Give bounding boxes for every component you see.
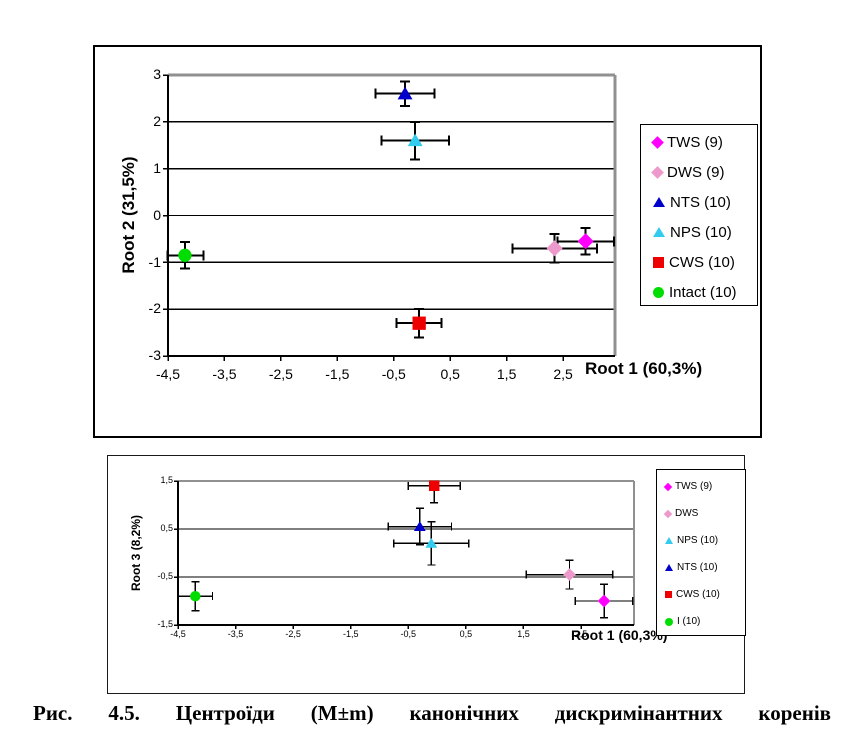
diamond-marker-icon xyxy=(663,509,673,518)
y-tick-label: 1,5 xyxy=(160,475,173,486)
x-axis-title: Root 1 (60,3%) xyxy=(585,359,703,378)
x-tick-label: 0,5 xyxy=(440,366,460,382)
triangle-marker-icon xyxy=(653,227,665,237)
x-tick-label: -0,5 xyxy=(400,629,417,639)
x-tick-label: 1,5 xyxy=(517,629,530,639)
data-point-dws-9 xyxy=(546,240,563,257)
diamond-marker-icon xyxy=(651,165,664,179)
error-bars xyxy=(166,80,615,339)
legend-label: DWS (9) xyxy=(667,163,725,181)
x-tick-label: -3,5 xyxy=(227,629,244,639)
y-tick-label: 2 xyxy=(153,113,161,130)
x-tick-label: -3,5 xyxy=(212,366,237,382)
legend-item-i-10: I (10) xyxy=(657,608,745,635)
data-point-intact-10 xyxy=(178,248,192,262)
y-tick-label: -3 xyxy=(148,347,161,364)
y-tick-label: -2 xyxy=(148,300,161,317)
circle-marker-icon xyxy=(665,617,673,626)
legend-item-nps-10: NPS (10) xyxy=(641,217,757,247)
legend-label: NTS (10) xyxy=(670,193,731,211)
legend-label: NTS (10) xyxy=(677,562,718,573)
x-tick-label: 1,5 xyxy=(496,366,517,382)
legend-item-nts-10: NTS (10) xyxy=(641,187,757,217)
legend-item-intact-10: Intact (10) xyxy=(641,277,757,307)
data-point-i-10 xyxy=(190,590,201,602)
data-points xyxy=(190,480,611,608)
square-marker-icon xyxy=(665,591,672,598)
legend-item-tws-9: TWS (9) xyxy=(657,473,745,500)
legend: TWS (9) DWS NPS (10) NTS (10) CWS (10) I (10) xyxy=(656,469,746,636)
legend-label: I (10) xyxy=(677,616,701,627)
data-point-nts-10 xyxy=(413,521,426,531)
data-point-dws xyxy=(563,568,576,581)
x-tick-label: -1,5 xyxy=(342,629,359,639)
y-tick-label: 0,5 xyxy=(160,523,173,534)
diamond-marker-icon xyxy=(651,135,664,149)
legend-item-dws: DWS xyxy=(657,500,745,527)
circle-marker-icon xyxy=(653,286,664,298)
scatter-chart-root2-vs-root1: Root 2 (31,5%) Root 1 (60,3%) TWS (9) DWS… xyxy=(93,45,762,438)
y-tick-label: 3 xyxy=(153,66,161,83)
x-tick-label: -4,5 xyxy=(155,366,181,382)
legend-item-nps-10: NPS (10) xyxy=(657,527,745,554)
data-point-tws-9 xyxy=(597,594,611,608)
x-tick-label: -1,5 xyxy=(325,366,350,382)
data-point-cws-10 xyxy=(412,316,426,330)
legend-label: NPS (10) xyxy=(677,535,719,546)
x-axis-title: Root 1 (60,3%) xyxy=(571,627,668,643)
legend-label: TWS (9) xyxy=(675,481,713,492)
legend-label: DWS xyxy=(675,508,699,519)
plot-canvas-bottom xyxy=(174,480,635,629)
error-bars xyxy=(177,481,634,619)
legend-item-dws-9: DWS (9) xyxy=(641,157,757,187)
triangle-marker-icon xyxy=(653,197,665,207)
y-axis-title: Root 3 (8,2%) xyxy=(129,515,143,592)
scatter-chart-root3-vs-root1: Root 3 (8,2%) Root 1 (60,3%) TWS (9) DWS N… xyxy=(107,455,746,694)
x-tick-label: -2,5 xyxy=(285,629,301,639)
triangle-marker-icon xyxy=(665,537,673,544)
legend-item-tws-9: TWS (9) xyxy=(641,127,757,157)
data-point-nts-10 xyxy=(397,86,413,100)
legend-label: NPS (10) xyxy=(670,223,732,241)
x-tick-label: 2,5 xyxy=(574,629,588,639)
y-tick-label: -0,5 xyxy=(157,571,173,582)
legend-label: CWS (10) xyxy=(669,253,735,271)
square-marker-icon xyxy=(653,256,664,268)
x-tick-label: -0,5 xyxy=(381,366,406,382)
legend-item-cws-10: CWS (10) xyxy=(657,581,745,608)
legend: TWS (9) DWS (9) NTS (10) NPS (10) CWS (10) In… xyxy=(640,124,758,306)
y-tick-label: 1 xyxy=(153,159,161,176)
x-tick-label: 2,5 xyxy=(553,366,573,382)
diamond-marker-icon xyxy=(663,482,673,491)
x-tick-label: -4,5 xyxy=(170,629,186,639)
y-tick-label: -1 xyxy=(148,253,161,270)
y-tick-label: 0 xyxy=(153,206,161,223)
y-tick-label: -1,5 xyxy=(157,619,173,630)
triangle-marker-icon xyxy=(665,564,673,571)
data-point-cws-10 xyxy=(428,480,440,492)
legend-item-cws-10: CWS (10) xyxy=(641,247,757,277)
legend-label: CWS (10) xyxy=(676,589,720,600)
data-point-nps-10 xyxy=(425,537,438,548)
data-points xyxy=(178,86,594,330)
plot-canvas-top xyxy=(163,73,617,361)
figure-caption: Рис. 4.5. Центроїди (M±m) канонічних дис… xyxy=(33,701,831,725)
data-point-nps-10 xyxy=(407,133,423,147)
legend-label: TWS (9) xyxy=(667,133,723,151)
x-tick-label: 0,5 xyxy=(459,629,473,639)
legend-label: Intact (10) xyxy=(669,283,737,301)
x-tick-label: -2,5 xyxy=(268,366,293,382)
legend-item-nts-10: NTS (10) xyxy=(657,554,745,581)
data-point-tws-9 xyxy=(577,233,594,250)
